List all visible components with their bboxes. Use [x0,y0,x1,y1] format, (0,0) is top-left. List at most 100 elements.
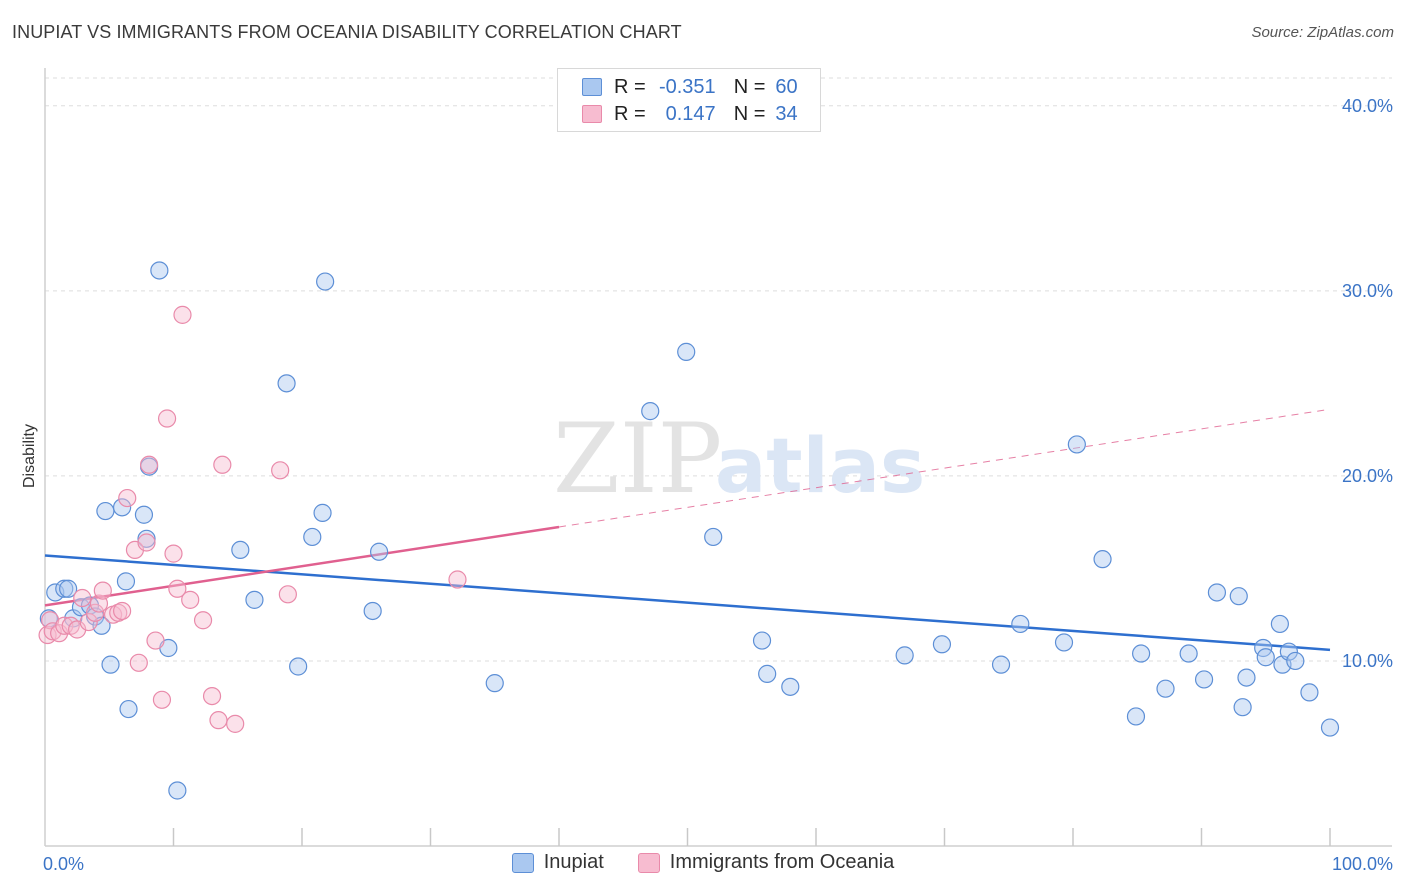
point-oceania [209,711,228,730]
watermark-atlas: atlas [715,421,925,510]
y-tick-label: 40.0% [1342,96,1393,116]
point-inupiat [134,505,154,524]
y-tick-label: 10.0% [1342,651,1393,671]
point-inupiat [277,374,296,393]
legend-swatch-oceania [637,852,660,873]
point-oceania [112,601,132,621]
legend-swatch-inupiat [511,852,534,873]
legend-n-label: N = [733,102,766,125]
trendlines [44,408,1331,652]
legend-r-value: -0.351 [658,75,716,98]
y-tick-label: 30.0% [1342,281,1393,301]
axis-ticks: 10.0% 20.0% 30.0% 40.0% 0.0% 100.0% [43,96,1393,874]
point-oceania [79,612,98,632]
point-inupiat [1156,679,1175,698]
point-inupiat [1320,718,1340,737]
point-inupiat [1256,648,1275,667]
legend-r-label: R = [614,102,646,125]
point-inupiat [59,579,78,598]
x-tick-label: 0.0% [43,854,84,874]
point-oceania [93,581,112,600]
point-inupiat [752,631,772,650]
point-inupiat [363,601,382,621]
point-inupiat [168,781,187,800]
point-inupiat [485,674,504,693]
point-inupiat [704,527,723,547]
chart-title: INUPIAT VS IMMIGRANTS FROM OCEANIA DISAB… [12,22,682,42]
point-inupiat [112,498,132,517]
point-inupiat [1229,587,1248,606]
point-inupiat [677,342,696,361]
point-oceania [181,590,200,609]
point-inupiat [370,542,389,561]
point-inupiat [231,540,250,560]
legend-n-value: 34 [775,102,798,125]
point-inupiat [1179,644,1198,663]
point-inupiat [289,657,308,676]
point-oceania [86,603,105,622]
point-oceania [164,544,183,563]
point-inupiat [1194,670,1214,689]
legend-r-label: R = [614,75,646,98]
point-inupiat [1132,644,1151,663]
point-inupiat [932,635,952,654]
point-oceania [193,611,213,630]
point-inupiat [150,261,169,280]
point-oceania [146,631,165,650]
source-label: Source: ZipAtlas.com [1251,24,1394,41]
x-tick-label: 100.0% [1332,854,1393,874]
legend-swatch-inupiat [582,78,602,96]
legend-row-inupiat: R = -0.351 N = 60 [582,74,798,100]
trendline-solid [44,554,1331,652]
point-inupiat [1286,651,1305,671]
point-inupiat [1093,550,1112,569]
point-oceania [118,488,137,508]
point-inupiat [758,664,777,683]
legend-label-oceania: Immigrants from Oceania [669,851,895,873]
stats-legend: R = -0.351 N = 60 R = 0.147 N = 34 [557,68,821,132]
trendline-solid [44,525,560,607]
legend-n-label: N = [733,75,766,98]
data-points [38,261,1340,800]
legend-r-value: 0.147 [665,102,716,125]
legend-item-inupiat[interactable]: Inupiat [511,851,604,874]
point-oceania [152,690,172,709]
point-inupiat [1300,683,1319,702]
point-inupiat [313,503,332,522]
point-inupiat [991,655,1011,674]
point-oceania [137,533,156,552]
point-inupiat [303,527,322,547]
legend-label-inupiat: Inupiat [543,851,604,873]
point-inupiat [781,677,800,696]
point-oceania [157,409,177,428]
watermark-zip: ZIP [553,403,722,515]
series-legend: Inupiat Immigrants from Oceania [0,851,1406,874]
point-inupiat [1279,642,1298,661]
legend-swatch-oceania [582,105,602,123]
point-inupiat [1054,633,1074,652]
y-tick-label: 20.0% [1342,466,1393,486]
point-inupiat [101,655,120,674]
point-oceania [129,653,148,672]
y-axis-label: Disability [21,424,38,488]
point-oceania [202,687,222,706]
point-inupiat [1207,583,1227,602]
point-inupiat [895,646,914,665]
point-oceania [213,455,232,474]
point-inupiat [1011,614,1030,634]
legend-n-value: 60 [775,75,798,98]
point-inupiat [1067,435,1086,454]
point-inupiat [316,272,335,291]
point-inupiat [119,699,138,719]
point-inupiat [641,402,660,421]
point-oceania [271,461,290,480]
point-oceania [226,714,245,733]
point-inupiat [116,572,136,591]
point-inupiat [55,579,74,598]
point-inupiat [245,590,264,609]
legend-row-oceania: R = 0.147 N = 34 [582,101,798,127]
axes [44,68,1392,847]
point-oceania [73,588,92,608]
legend-item-oceania[interactable]: Immigrants from Oceania [637,851,895,874]
